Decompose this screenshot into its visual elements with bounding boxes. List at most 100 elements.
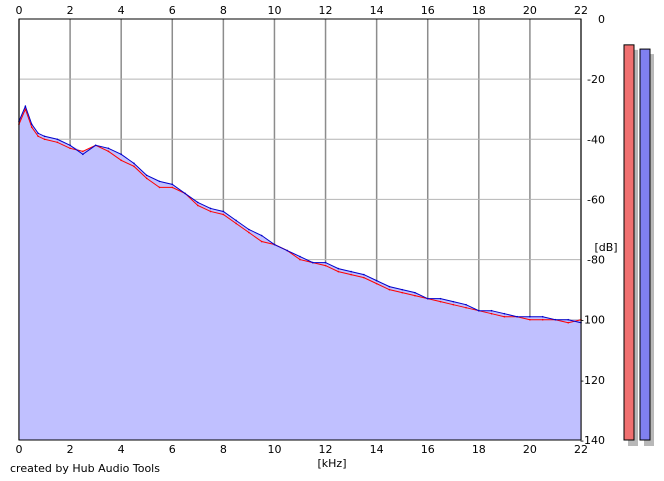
data-point (107, 147, 110, 150)
y-axis-label: [dB] (594, 241, 617, 254)
data-point (401, 288, 403, 291)
data-point (490, 309, 493, 312)
x-tick-label-bottom: 18 (472, 443, 486, 456)
data-point (554, 318, 557, 321)
data-point (260, 240, 263, 243)
data-point (69, 147, 71, 150)
y-tick-label: -140 (580, 434, 605, 447)
data-point (490, 312, 493, 315)
data-point (286, 249, 289, 252)
data-point (375, 282, 378, 285)
data-point (541, 315, 544, 318)
data-point (401, 291, 403, 294)
data-point (324, 264, 327, 267)
data-point (235, 219, 237, 222)
x-tick-label-bottom: 8 (220, 443, 227, 456)
data-point (120, 159, 122, 162)
x-tick-label-top: 18 (472, 4, 486, 17)
y-tick-label: -40 (587, 133, 605, 146)
data-point (439, 300, 442, 303)
x-tick-label-top: 20 (523, 4, 537, 17)
data-point (248, 228, 250, 231)
y-tick-label: -100 (580, 314, 605, 327)
x-axis-label: [kHz] (318, 457, 347, 470)
data-point (375, 279, 378, 282)
data-point (30, 126, 33, 129)
meter-right (639, 48, 651, 441)
data-point (350, 270, 352, 273)
x-tick-label-bottom: 14 (370, 443, 384, 456)
x-tick-label-bottom: 6 (169, 443, 176, 456)
level-meters (623, 44, 654, 447)
footer-credit: created by Hub Audio Tools (10, 462, 160, 475)
x-tick-label-bottom: 10 (267, 443, 281, 456)
data-point (567, 321, 570, 324)
data-point (107, 150, 110, 153)
data-point (324, 261, 327, 264)
data-point (37, 135, 39, 138)
data-point (452, 303, 455, 306)
x-tick-label-bottom: 4 (118, 443, 125, 456)
y-tick-label: -20 (587, 73, 605, 86)
x-tick-label-top: 6 (169, 4, 176, 17)
data-point (171, 183, 174, 186)
y-ticks: 0 -20 -40 -60 -80 -100 -120 -140 (580, 13, 605, 447)
data-point (82, 153, 84, 156)
data-point (426, 297, 429, 300)
data-point (145, 174, 148, 177)
spectrum-fill-area (19, 106, 581, 440)
data-point (24, 105, 27, 108)
x-tick-label-top: 22 (574, 4, 588, 17)
data-point (197, 201, 199, 204)
x-tick-label-bottom: 20 (523, 443, 537, 456)
x-ticks-top: 0 2 4 6 8 10 12 14 16 18 20 22 (16, 4, 589, 17)
x-tick-label-top: 10 (267, 4, 281, 17)
y-tick-label: -80 (587, 254, 605, 267)
meter-left (623, 44, 635, 441)
data-point (82, 150, 84, 153)
x-tick-label-bottom: 22 (574, 443, 588, 456)
data-point (529, 318, 531, 321)
data-point (209, 207, 212, 210)
data-point (439, 297, 442, 300)
data-point (529, 315, 531, 318)
data-point (363, 276, 365, 279)
data-point (197, 204, 199, 207)
data-point (222, 213, 225, 216)
data-point (133, 162, 135, 165)
data-point (120, 153, 122, 156)
data-point (69, 144, 71, 147)
data-point (311, 261, 314, 264)
plot-frame (18, 18, 582, 441)
data-point (222, 210, 225, 213)
data-point (171, 186, 174, 189)
data-point (158, 186, 161, 189)
x-tick-label-top: 4 (118, 4, 125, 17)
x-tick-label-top: 16 (421, 4, 435, 17)
spectrum-fill (19, 106, 581, 440)
data-point (133, 165, 135, 168)
y-tick-label: -60 (587, 193, 605, 206)
data-point (452, 300, 455, 303)
y-tick-label: -120 (580, 374, 605, 387)
data-point (30, 123, 33, 126)
data-point (567, 318, 570, 321)
data-point (37, 132, 39, 135)
x-tick-label-top: 2 (67, 4, 74, 17)
x-tick-label-bottom: 12 (319, 443, 333, 456)
data-point (388, 285, 391, 288)
x-ticks-bottom: 0 2 4 6 8 10 12 14 16 18 20 22 (16, 443, 589, 456)
data-point (260, 234, 263, 237)
data-point (299, 255, 301, 258)
data-point (414, 294, 416, 297)
data-point (43, 138, 46, 141)
data-point (503, 312, 506, 315)
data-point (235, 222, 237, 225)
x-tick-label-top: 0 (16, 4, 23, 17)
data-point (465, 306, 467, 309)
data-point (94, 144, 97, 147)
data-point (478, 309, 480, 312)
data-point (43, 135, 46, 138)
data-point (414, 291, 416, 294)
